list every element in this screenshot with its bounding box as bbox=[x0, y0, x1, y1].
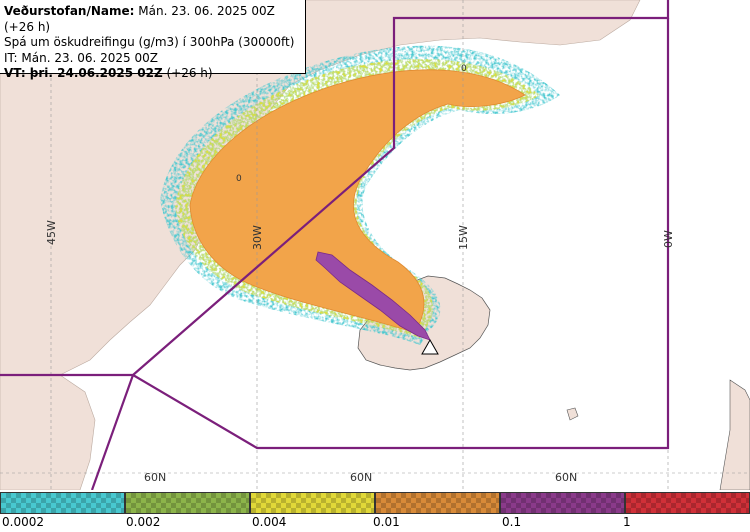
lat-label-60n-b: 60N bbox=[350, 471, 372, 484]
legend-swatch bbox=[250, 492, 375, 514]
header-line-4: VT: þri. 24.06.2025 02Z (+26 h) bbox=[4, 66, 301, 82]
legend-swatch bbox=[125, 492, 250, 514]
legend-tick: 1 bbox=[623, 515, 631, 529]
island-small bbox=[566, 407, 579, 421]
legend-swatch bbox=[625, 492, 750, 514]
lon-label-15w: 15W bbox=[457, 225, 470, 250]
contour-label: 0 bbox=[461, 64, 467, 74]
legend-tick: 0.0002 bbox=[2, 515, 44, 529]
header-line-1-value: Mán. 23. 06. 2025 00Z (+26 h) bbox=[4, 4, 275, 34]
lon-label-45w: 45W bbox=[45, 220, 58, 245]
ash-dispersion-map: 45W 30W 15W 0W 60N 60N 60N 0 0 bbox=[0, 0, 750, 490]
lat-label-60n-a: 60N bbox=[144, 471, 166, 484]
legend-tick: 0.004 bbox=[252, 515, 287, 529]
contour-label: 0 bbox=[236, 174, 242, 184]
fir-boundary bbox=[0, 0, 670, 490]
header-line-2: Spá um öskudreifingu (g/m3) í 300hPa (30… bbox=[4, 35, 295, 49]
ash-purple bbox=[315, 251, 431, 341]
header-info-box: Veðurstofan/Name: Mán. 23. 06. 2025 00Z … bbox=[0, 0, 306, 80]
legend-swatch bbox=[0, 492, 125, 514]
legend: 0.0002 0.002 0.004 0.01 0.1 1 bbox=[0, 490, 750, 532]
header-line-4-value: (+26 h) bbox=[166, 66, 213, 80]
legend-swatch bbox=[500, 492, 625, 514]
header-line-4-label: VT: þri. 24.06.2025 02Z bbox=[4, 66, 163, 80]
lat-label-60n-c: 60N bbox=[555, 471, 577, 484]
lon-label-30w: 30W bbox=[251, 225, 264, 250]
legend-tick: 0.1 bbox=[502, 515, 522, 529]
legend-swatch bbox=[375, 492, 500, 514]
header-line-1-label: Veðurstofan/Name: bbox=[4, 4, 135, 18]
legend-tick: 0.002 bbox=[126, 515, 161, 529]
lon-label-0w: 0W bbox=[662, 230, 675, 248]
legend-tick: 0.01 bbox=[373, 515, 400, 529]
header-line-3: IT: Mán. 23. 06. 2025 00Z bbox=[4, 50, 158, 65]
greenland-south bbox=[0, 374, 96, 490]
norway-land bbox=[719, 379, 750, 490]
volcano-marker-icon bbox=[421, 338, 439, 355]
header-line-1: Veðurstofan/Name: Mán. 23. 06. 2025 00Z … bbox=[4, 4, 301, 35]
ash-orange bbox=[189, 69, 526, 333]
